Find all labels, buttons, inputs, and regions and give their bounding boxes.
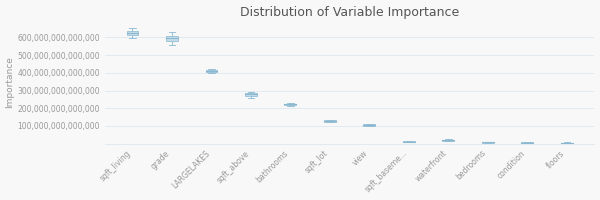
FancyBboxPatch shape — [127, 31, 139, 35]
FancyBboxPatch shape — [403, 141, 415, 142]
FancyBboxPatch shape — [245, 93, 257, 96]
Y-axis label: Importance: Importance — [5, 56, 14, 108]
FancyBboxPatch shape — [284, 104, 296, 105]
FancyBboxPatch shape — [521, 142, 533, 143]
FancyBboxPatch shape — [442, 140, 454, 141]
FancyBboxPatch shape — [364, 124, 375, 126]
Title: Distribution of Variable Importance: Distribution of Variable Importance — [240, 6, 459, 19]
FancyBboxPatch shape — [166, 36, 178, 41]
FancyBboxPatch shape — [206, 70, 217, 72]
FancyBboxPatch shape — [324, 120, 336, 122]
FancyBboxPatch shape — [482, 142, 494, 143]
